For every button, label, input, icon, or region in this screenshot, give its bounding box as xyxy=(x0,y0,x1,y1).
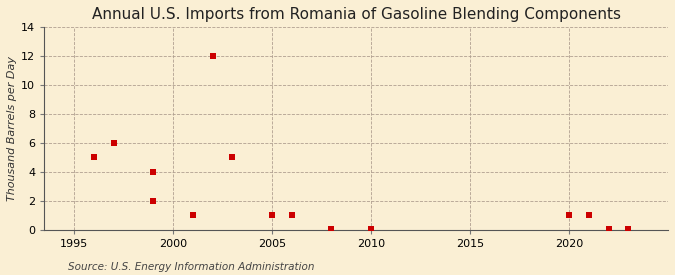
Point xyxy=(108,141,119,145)
Point xyxy=(286,213,297,218)
Point xyxy=(603,227,614,231)
Point xyxy=(227,155,238,160)
Point xyxy=(267,213,277,218)
Point xyxy=(148,199,159,203)
Y-axis label: Thousand Barrels per Day: Thousand Barrels per Day xyxy=(7,56,17,201)
Point xyxy=(148,170,159,174)
Point xyxy=(564,213,574,218)
Point xyxy=(88,155,99,160)
Title: Annual U.S. Imports from Romania of Gasoline Blending Components: Annual U.S. Imports from Romania of Gaso… xyxy=(92,7,620,22)
Text: Source: U.S. Energy Information Administration: Source: U.S. Energy Information Administ… xyxy=(68,262,314,272)
Point xyxy=(366,227,377,231)
Point xyxy=(623,227,634,231)
Point xyxy=(583,213,594,218)
Point xyxy=(326,227,337,231)
Point xyxy=(188,213,198,218)
Point xyxy=(207,54,218,58)
